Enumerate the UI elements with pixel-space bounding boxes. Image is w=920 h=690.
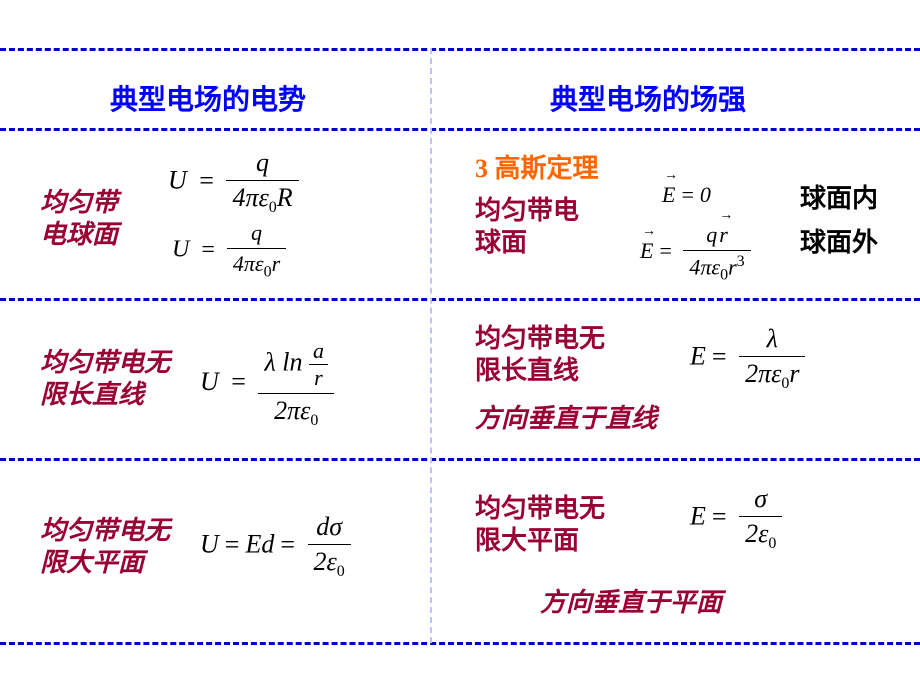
formula-e-plane: E= σ 2ε0 bbox=[690, 484, 782, 553]
left-sphere-label2: 电球面 bbox=[40, 214, 118, 251]
divider-h4 bbox=[0, 458, 920, 461]
formula-u-plane: U=Ed= dσ 2ε0 bbox=[200, 512, 351, 581]
right-plane-label2: 限大平面 bbox=[475, 520, 579, 557]
divider-h3 bbox=[0, 298, 920, 301]
divider-bottom bbox=[0, 642, 920, 645]
line-direction: 方向垂直于直线 bbox=[475, 398, 657, 435]
right-sphere-label2: 球面 bbox=[475, 222, 527, 259]
formula-e-sphere: E= qr 4πε0r3 bbox=[640, 222, 751, 285]
formula-e-line: E= λ 2πε0r bbox=[690, 324, 805, 393]
left-plane-label2: 限大平面 bbox=[40, 542, 144, 579]
formula-u-line: U = λ ln a r 2πε0 bbox=[200, 338, 334, 430]
formula-u-sphere-R: U = q 4πε0R bbox=[168, 148, 299, 217]
formula-u-sphere-r: U = q 4πε0r bbox=[172, 220, 286, 281]
inside-label: 球面内 bbox=[800, 178, 878, 215]
left-line-label2: 限长直线 bbox=[40, 374, 144, 411]
header-left: 典型电场的电势 bbox=[110, 78, 306, 118]
divider-vertical bbox=[430, 48, 432, 643]
outside-label: 球面外 bbox=[800, 222, 878, 259]
divider-h2 bbox=[0, 128, 920, 131]
formula-e-zero: E=0 bbox=[662, 182, 711, 208]
header-right: 典型电场的场强 bbox=[550, 78, 746, 118]
divider-top bbox=[0, 48, 920, 51]
right-line-label2: 限长直线 bbox=[475, 350, 579, 387]
gauss-label: 3 高斯定理 bbox=[475, 148, 599, 185]
plane-direction: 方向垂直于平面 bbox=[540, 582, 722, 619]
